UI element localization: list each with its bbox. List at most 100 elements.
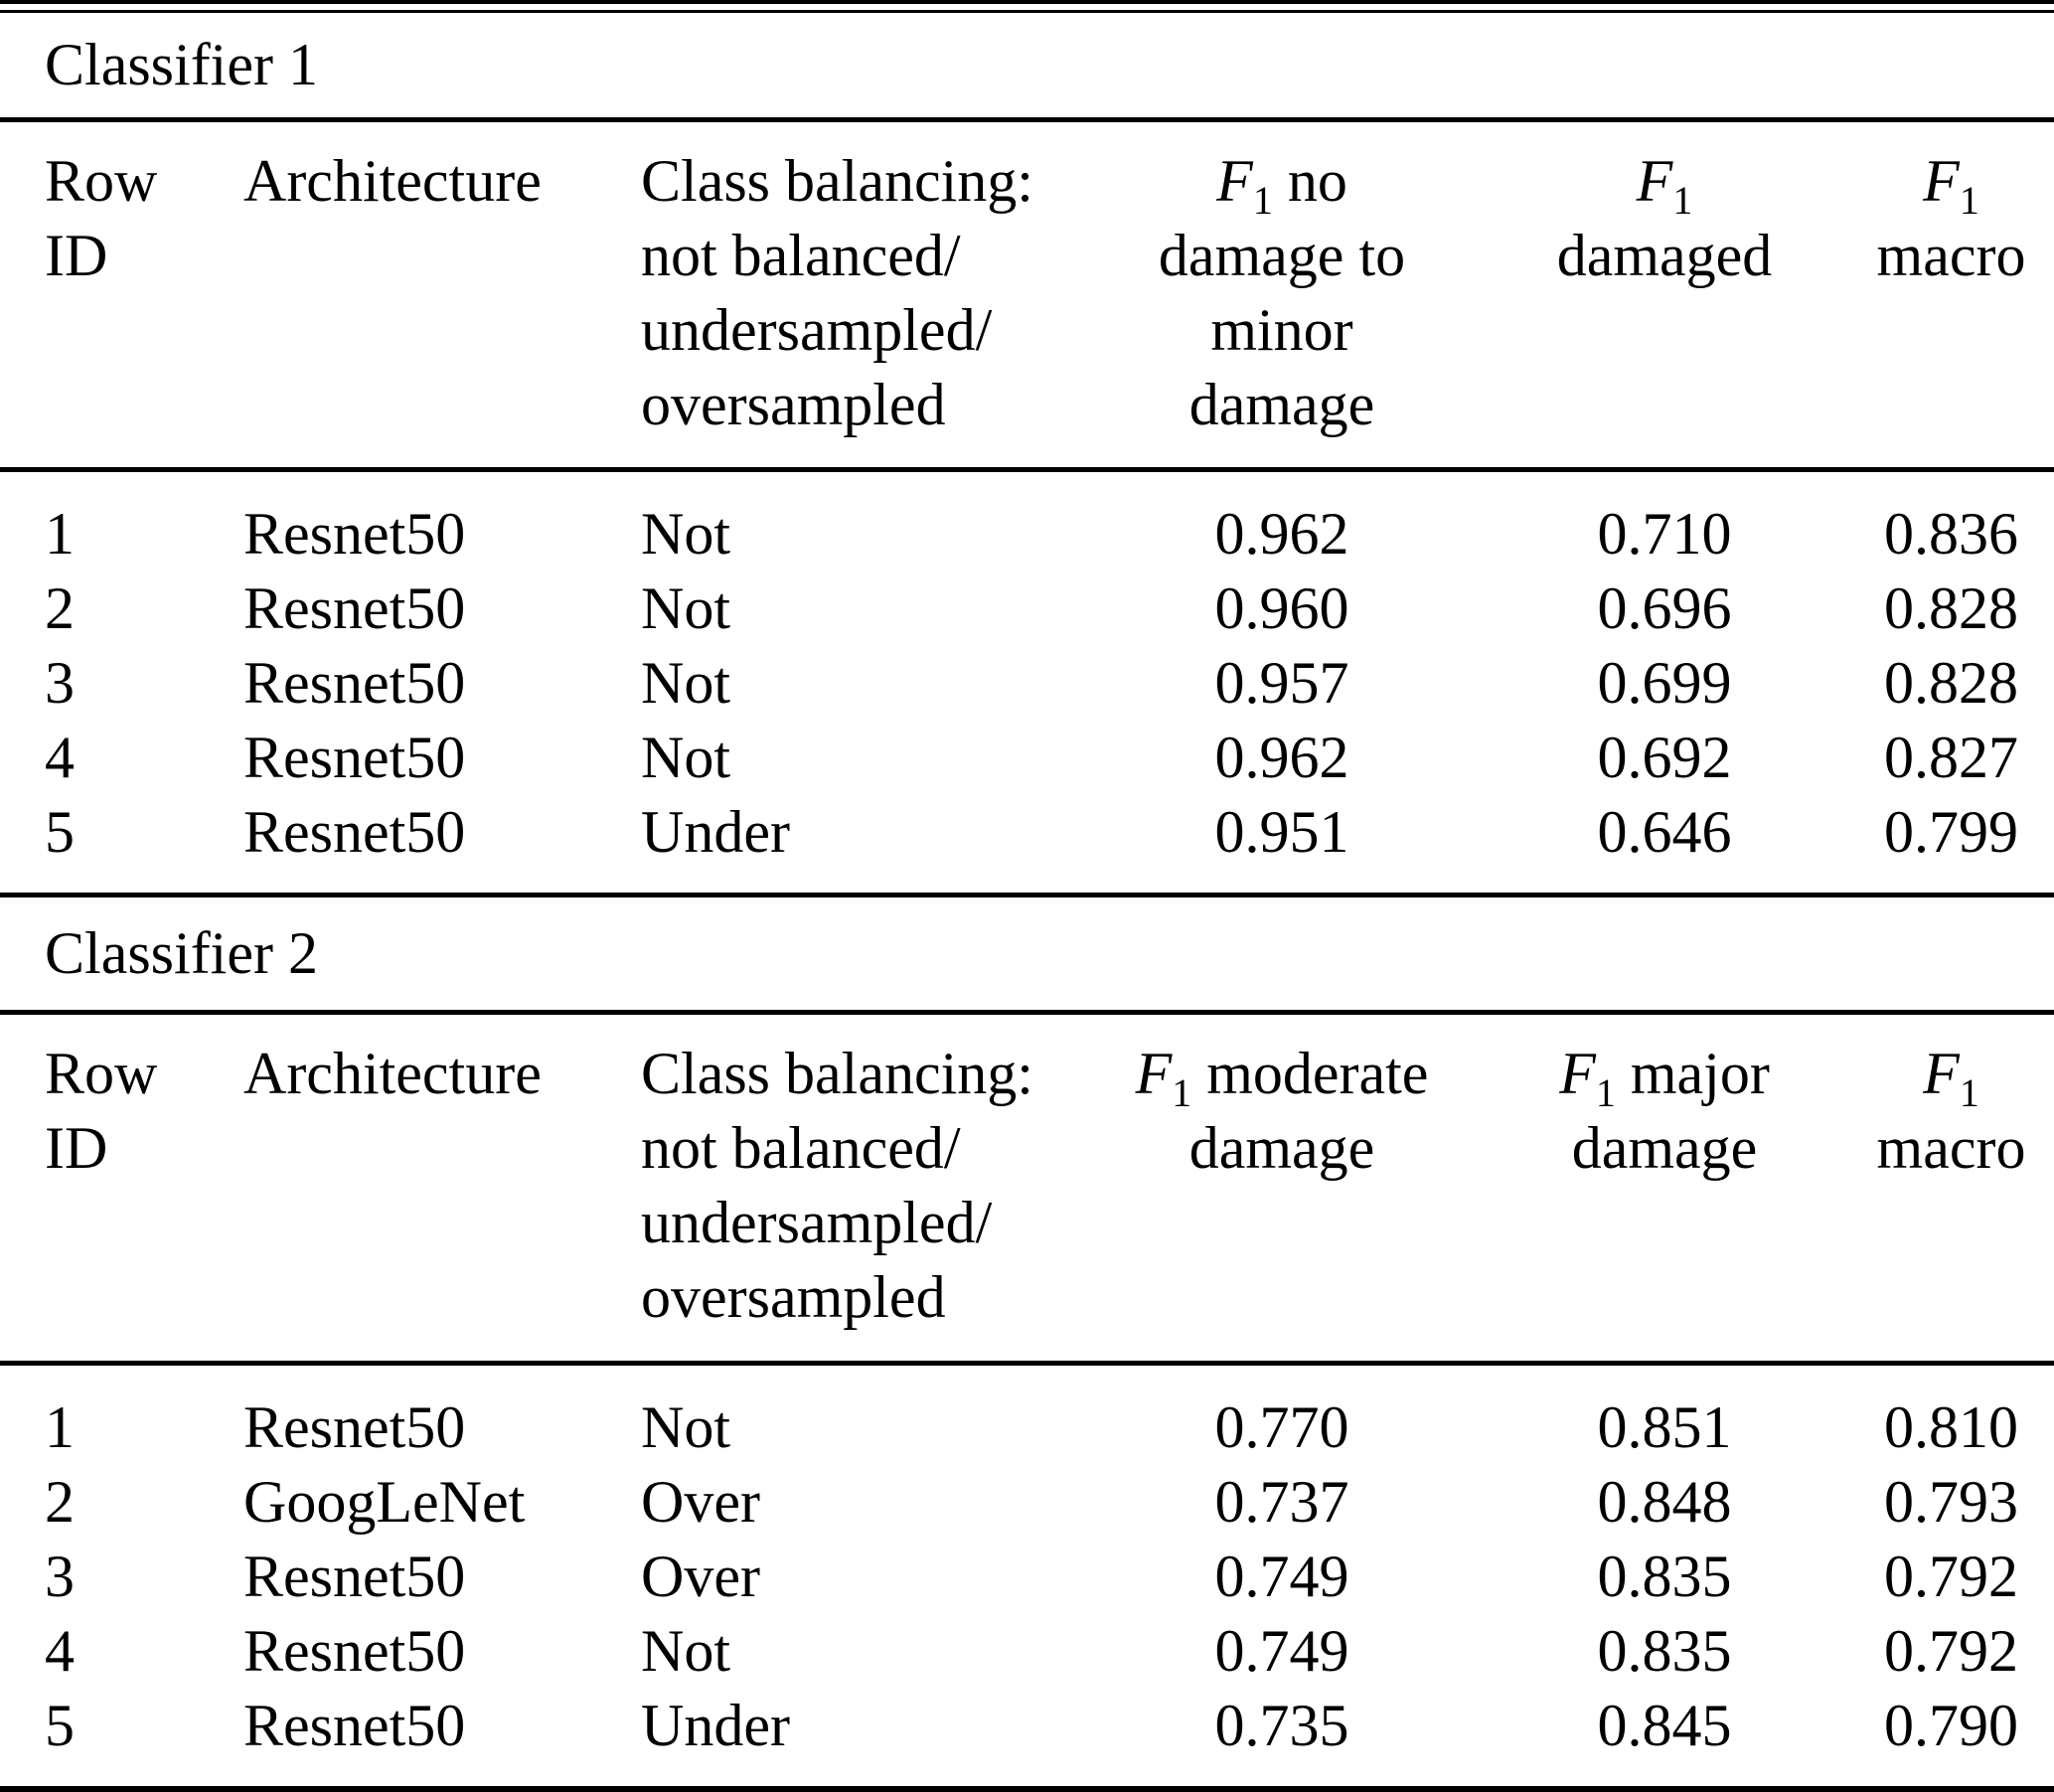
f1-value-cell: 0.692 [1597,725,1732,790]
architecture-cell: Resnet50 [243,1693,466,1758]
f1-letter: F [1216,148,1253,214]
balancing-cell: Over [641,1469,760,1535]
f1-value-cell: 0.749 [1214,1618,1349,1684]
f1-value-cell: 0.699 [1597,650,1732,716]
f1-subscript: 1 [1959,178,1979,223]
row-id-cell: 1 [45,501,75,567]
table-row: 4 Resnet50 Not 0.749 0.835 0.792 [0,1614,2054,1689]
f1-value-cell: 0.835 [1597,1618,1732,1684]
f1-value-cell: 0.790 [1884,1693,2018,1758]
col-header-architecture: Architecture [199,122,641,467]
section-title-classifier-2: Classifier 2 [45,920,318,986]
f1-value-cell: 0.835 [1597,1544,1732,1609]
classifier2-header: Row ID Architecture Class balancing: not… [0,1015,2054,1361]
f1-value-cell: 0.737 [1214,1469,1349,1535]
col-header-row-id: Row ID [0,1015,199,1361]
f1-value-cell: 0.810 [1884,1394,2018,1460]
architecture-cell: Resnet50 [243,650,466,716]
f1-value-cell: 0.828 [1884,650,2018,716]
row-id-cell: 5 [45,799,75,865]
row-id-cell: 4 [45,725,75,790]
f1-symbol: F1 [1216,148,1273,221]
balancing-cell: Not [641,1618,730,1684]
header-row: Row ID Architecture Class balancing: not… [0,122,2054,467]
f1-value-cell: 0.799 [1884,799,2018,865]
table-rule [0,1010,2054,1015]
balancing-cell: Not [641,725,730,790]
architecture-cell: GoogLeNet [243,1469,526,1535]
f1-letter: F [1559,1041,1596,1106]
col-header-row-id: Row ID [0,122,199,467]
f1-value-cell: 0.735 [1214,1693,1349,1758]
f1-subscript: 1 [1959,1070,1979,1115]
f1-value-cell: 0.951 [1214,799,1349,865]
f1-symbol: F1 [1923,1041,1979,1113]
table-rule [0,467,2054,472]
balancing-cell: Not [641,575,730,641]
balancing-cell: Not [641,501,730,567]
table-row: 5 Resnet50 Under 0.951 0.646 0.799 [0,795,2054,893]
f1-value-cell: 0.749 [1214,1544,1349,1609]
f1-value-cell: 0.851 [1597,1394,1732,1460]
f1-value-cell: 0.793 [1884,1469,2018,1535]
col-header-label: damaged [1556,223,1773,288]
col-header-architecture: Architecture [199,1015,641,1361]
col-header-f1-no-damage-minor: F1 no damage to minor damage [1083,122,1481,467]
classifier1-header: Row ID Architecture Class balancing: not… [0,122,2054,467]
balancing-cell: Not [641,650,730,716]
col-header-label: Class balancing: not balanced/ undersamp… [641,1041,1033,1330]
f1-symbol: F1 [1559,1041,1616,1113]
row-id-cell: 3 [45,1544,75,1609]
f1-value-cell: 0.646 [1597,799,1732,865]
col-header-label: macro [1876,223,2026,288]
table-row: 1 Resnet50 Not 0.962 0.710 0.836 [0,472,2054,571]
f1-value-cell: 0.962 [1214,725,1349,790]
table-row: 4 Resnet50 Not 0.962 0.692 0.827 [0,721,2054,795]
table-row: 2 GoogLeNet Over 0.737 0.848 0.793 [0,1465,2054,1540]
col-header-label: moderate damage [1188,1041,1429,1181]
col-header-f1-macro: F1 macro [1848,1015,2054,1361]
f1-subscript: 1 [1595,1070,1616,1115]
f1-value-cell: 0.845 [1597,1693,1732,1758]
table-row: 3 Resnet50 Over 0.749 0.835 0.792 [0,1540,2054,1614]
f1-value-cell: 0.960 [1214,575,1349,641]
f1-letter: F [1636,148,1673,214]
table-rule [0,1361,2054,1366]
f1-symbol: F1 [1923,148,1979,221]
table-row: 3 Resnet50 Not 0.957 0.699 0.828 [0,646,2054,721]
table-rule [0,117,2054,122]
col-header-label: macro [1876,1115,2026,1181]
col-header-label: Architecture [243,1041,542,1106]
f1-value-cell: 0.827 [1884,725,2018,790]
f1-letter: F [1135,1041,1173,1106]
row-id-cell: 4 [45,1618,75,1684]
f1-value-cell: 0.828 [1884,575,2018,641]
architecture-cell: Resnet50 [243,1394,466,1460]
f1-value-cell: 0.848 [1597,1469,1732,1535]
architecture-cell: Resnet50 [243,799,466,865]
balancing-cell: Over [641,1544,760,1609]
f1-symbol: F1 [1636,148,1693,221]
section-title-classifier-1: Classifier 1 [45,32,318,97]
f1-value-cell: 0.957 [1214,650,1349,716]
row-id-cell: 1 [45,1394,75,1460]
table-row: 1 Resnet50 Not 0.770 0.851 0.810 [0,1366,2054,1465]
f1-letter: F [1923,148,1960,214]
col-header-f1-major-damage: F1 major damage [1481,1015,1848,1361]
col-header-label: Class balancing: not balanced/ undersamp… [641,148,1033,437]
table-rule [0,893,2054,897]
architecture-cell: Resnet50 [243,1618,466,1684]
f1-value-cell: 0.962 [1214,501,1349,567]
row-id-cell: 5 [45,1693,75,1758]
col-header-label: major damage [1571,1041,1770,1181]
f1-subscript: 1 [1672,178,1693,223]
table-row: 5 Resnet50 Under 0.735 0.845 0.790 [0,1689,2054,1786]
architecture-cell: Resnet50 [243,725,466,790]
col-header-f1-damaged: F1 damaged [1481,122,1848,467]
f1-letter: F [1923,1041,1960,1106]
bottom-rule [0,1786,2054,1792]
balancing-cell: Under [641,799,790,865]
col-header-f1-macro: F1 macro [1848,122,2054,467]
architecture-cell: Resnet50 [243,575,466,641]
col-header-f1-moderate-damage: F1 moderate damage [1083,1015,1481,1361]
